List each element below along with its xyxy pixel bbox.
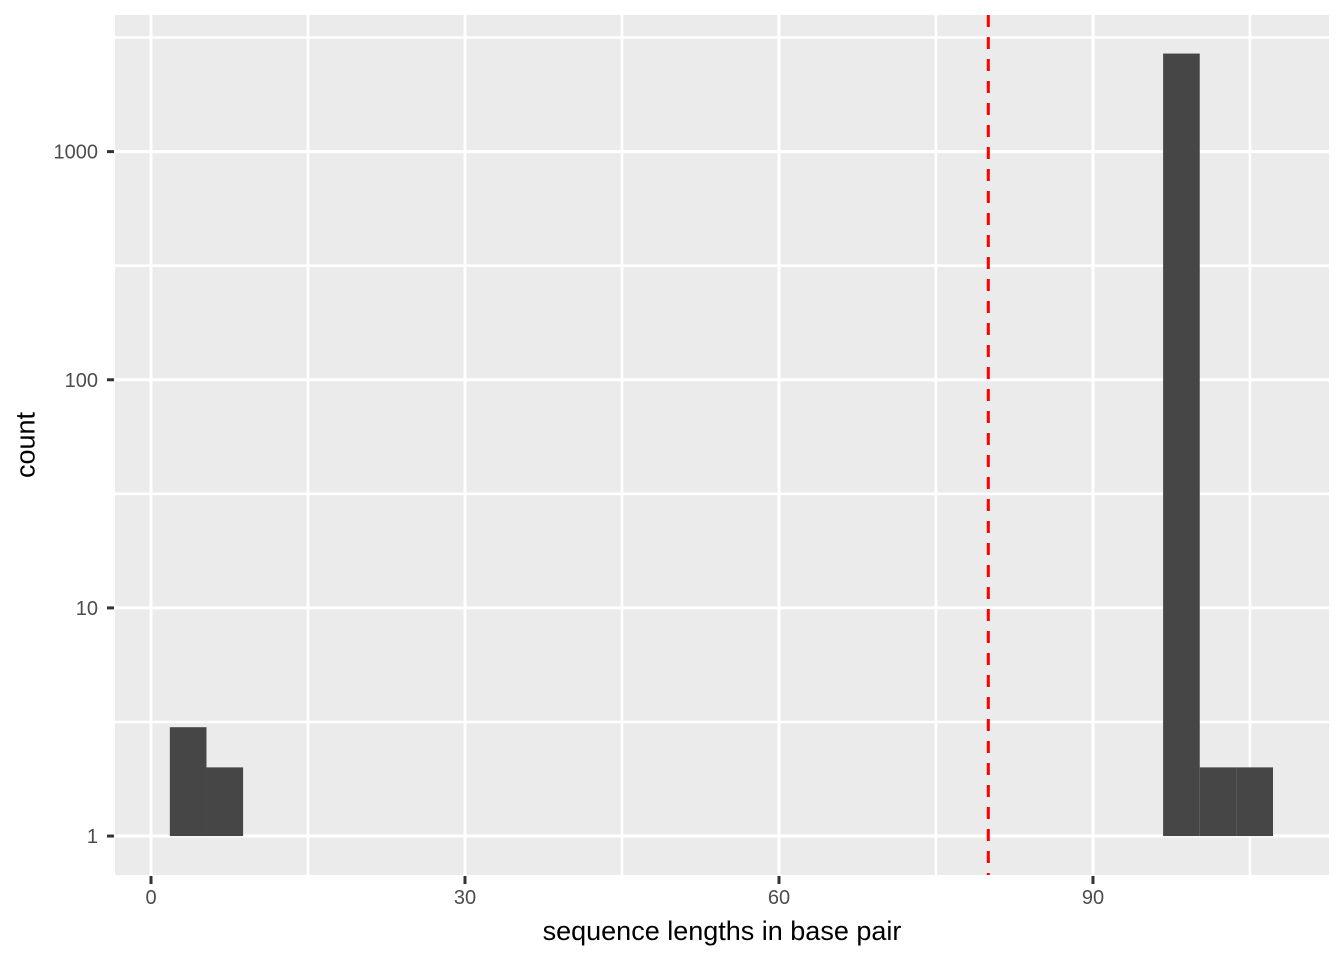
- histogram-bar: [169, 727, 207, 837]
- x-tick-label: 0: [145, 887, 156, 909]
- x-tick-label: 90: [1082, 887, 1104, 909]
- x-tick-label: 60: [768, 887, 790, 909]
- y-tick-label: 100: [65, 370, 98, 392]
- x-tick-label: 30: [454, 887, 476, 909]
- y-tick-label: 1000: [54, 142, 99, 164]
- y-tick-label: 1: [87, 826, 98, 848]
- histogram-bar: [1163, 53, 1200, 837]
- histogram-bar: [206, 767, 244, 837]
- x-axis-title: sequence lengths in base pair: [542, 916, 902, 946]
- y-axis-title: count: [10, 411, 41, 479]
- histogram-bar: [1236, 767, 1274, 837]
- histogram-bar: [1199, 767, 1237, 837]
- plot-panel: [115, 15, 1329, 875]
- y-tick-label: 10: [76, 598, 98, 620]
